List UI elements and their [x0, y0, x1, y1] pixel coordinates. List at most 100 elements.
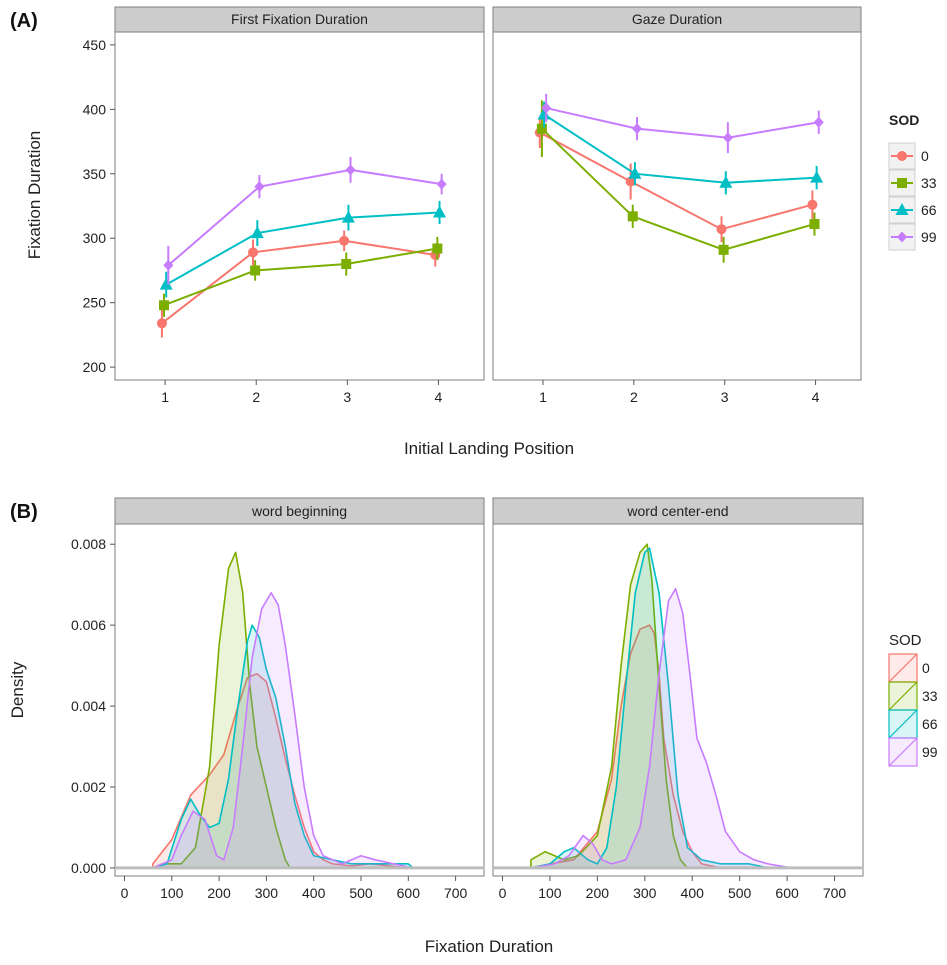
x-tick-label: 300 — [633, 885, 657, 901]
density-fill-sod-0 — [530, 625, 769, 868]
data-point-sod-0 — [625, 176, 636, 187]
series-line-sod-0 — [539, 131, 813, 231]
y-tick-label: 350 — [83, 166, 107, 182]
x-tick-label: 1 — [161, 389, 169, 405]
data-point-sod-0 — [339, 235, 350, 246]
density-curve-sod-0 — [530, 624, 769, 869]
x-tick-label: 4 — [812, 389, 820, 405]
data-point-sod-99 — [813, 116, 824, 128]
series-line-sod-99 — [167, 168, 442, 267]
density-fill-sod-33 — [152, 552, 371, 868]
x-tick-label: 700 — [823, 885, 847, 901]
x-tick-label: 500 — [728, 885, 752, 901]
density-fill-sod-99 — [530, 588, 792, 868]
legend-label: 33 — [922, 688, 938, 704]
data-point-sod-33 — [809, 219, 820, 230]
data-point-sod-99 — [254, 181, 265, 193]
chart-b: word beginning 0 100 200 300 400 500 600 700 word… — [71, 497, 938, 901]
legend-label: 33 — [921, 175, 937, 191]
data-point-sod-0 — [156, 318, 167, 329]
chart-a: First Fixation Duration 1 2 3 4 Gaze Duration… — [83, 6, 937, 405]
facet-strip — [492, 6, 862, 33]
data-point-sod-66 — [810, 170, 824, 183]
facet-strip-label: word beginning — [251, 503, 347, 519]
data-point-sod-33 — [536, 123, 547, 134]
data-point-sod-0 — [716, 224, 727, 235]
x-tick-label: 100 — [160, 885, 184, 901]
legend-key-diagonal — [888, 681, 918, 711]
x-tick-label: 200 — [207, 885, 231, 901]
x-tick-label: 2 — [630, 389, 638, 405]
x-tick-label: 2 — [252, 389, 260, 405]
data-point-sod-99 — [541, 102, 552, 114]
legend-label: 66 — [921, 202, 937, 218]
legend-key-diagonal — [888, 653, 918, 683]
x-tick-label: 400 — [681, 885, 705, 901]
data-point-sod-99 — [722, 132, 733, 144]
legend-key-marker — [897, 151, 907, 161]
y-tick-label: 0.002 — [71, 779, 106, 795]
x-tick-label: 600 — [775, 885, 799, 901]
density-fill-sod-0 — [152, 673, 409, 868]
data-point-sod-66 — [341, 210, 355, 223]
y-tick-label: 0.004 — [71, 698, 106, 714]
data-point-sod-0 — [248, 247, 259, 258]
series-line-sod-99 — [545, 107, 819, 139]
density-fill-sod-66 — [152, 625, 414, 868]
data-point-sod-99 — [163, 259, 174, 271]
legend-label: 66 — [922, 716, 938, 732]
legend-title: SOD — [889, 632, 922, 649]
y-tick-label: 0.008 — [71, 536, 106, 552]
density-curve-sod-99 — [152, 591, 414, 869]
data-point-sod-66 — [628, 166, 642, 179]
legend-label: 99 — [921, 229, 937, 245]
x-tick-label: 500 — [349, 885, 373, 901]
legend-key-diagonal — [888, 709, 918, 739]
legend-label: 99 — [922, 744, 938, 760]
density-fill-sod-66 — [530, 548, 788, 868]
chart-b-x-axis-title: Fixation Duration — [425, 937, 554, 956]
y-tick-label: 400 — [83, 101, 107, 117]
data-point-sod-33 — [341, 259, 352, 269]
plot-panel — [114, 31, 485, 381]
data-point-sod-33 — [627, 211, 638, 222]
x-tick-label: 200 — [586, 885, 610, 901]
data-point-sod-33 — [250, 265, 261, 276]
series-line-sod-33 — [163, 247, 438, 307]
density-fill-sod-33 — [530, 544, 750, 868]
data-point-sod-66 — [433, 205, 447, 218]
series-line-sod-66 — [165, 211, 440, 286]
series-line-sod-33 — [541, 127, 815, 251]
data-point-sod-0 — [807, 199, 818, 210]
legend-key-diagonal — [888, 737, 918, 767]
data-point-sod-33 — [718, 244, 729, 255]
legend-label: 0 — [921, 148, 929, 164]
y-tick-label: 300 — [83, 230, 107, 246]
x-tick-label: 300 — [255, 885, 279, 901]
panel-a-label: (A) — [10, 10, 38, 32]
data-point-sod-99 — [436, 178, 447, 190]
x-tick-label: 600 — [397, 885, 421, 901]
facet-strip — [114, 6, 485, 33]
legend-key-marker — [897, 178, 907, 188]
density-fill-sod-99 — [152, 592, 414, 868]
facet-strip-label: Gaze Duration — [632, 11, 722, 27]
density-curve-sod-66 — [530, 547, 788, 869]
density-curve-sod-66 — [152, 624, 414, 869]
data-point-sod-66 — [250, 226, 264, 239]
data-point-sod-33 — [432, 243, 443, 254]
x-tick-label: 0 — [499, 885, 507, 901]
chart-a-y-axis-title: Fixation Duration — [25, 131, 44, 260]
data-point-sod-66 — [159, 277, 173, 290]
x-tick-label: 3 — [343, 389, 351, 405]
series-line-sod-66 — [543, 113, 817, 184]
density-curve-sod-99 — [530, 587, 792, 869]
legend-key-marker — [897, 231, 907, 243]
density-curve-sod-33 — [530, 543, 750, 869]
legend-label: 0 — [922, 660, 930, 676]
y-tick-label: 200 — [83, 359, 107, 375]
data-point-sod-99 — [345, 164, 356, 176]
x-tick-label: 4 — [435, 389, 443, 405]
x-tick-label: 700 — [444, 885, 468, 901]
